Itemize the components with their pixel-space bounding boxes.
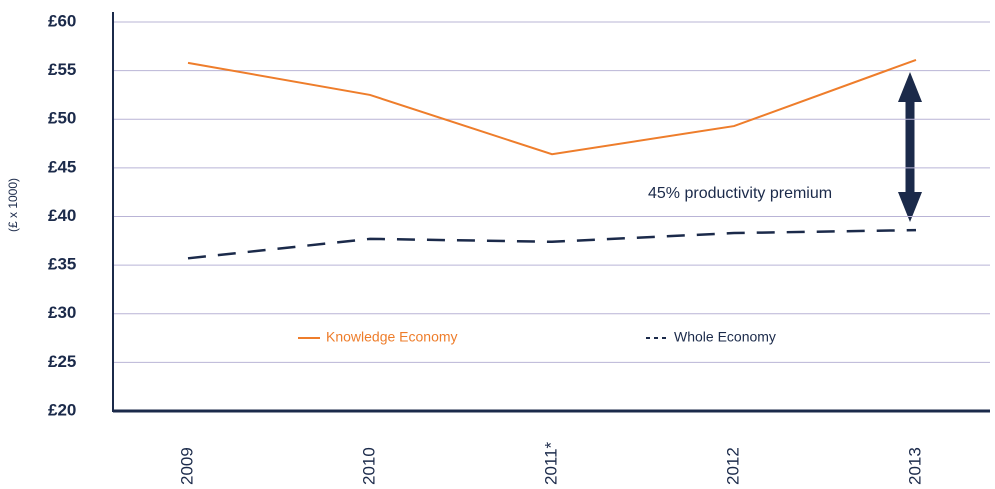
annotation: 45% productivity premium: [648, 185, 832, 202]
legend-label: Knowledge Economy: [326, 329, 458, 345]
x-tick-label: 2010: [359, 447, 378, 485]
y-tick-label: £50: [48, 109, 76, 128]
y-axis-label: (£ x 1000): [6, 178, 20, 232]
series-line: [187, 228, 917, 260]
x-tick-label: 2013: [905, 447, 924, 485]
x-tick-label: 2011*: [541, 441, 560, 485]
x-tick-label: 2012: [723, 447, 742, 485]
y-tick-label: £55: [48, 60, 76, 79]
y-tick-label: £35: [48, 255, 76, 274]
y-tick-label: £40: [48, 206, 76, 225]
y-tick-label: £30: [48, 303, 76, 322]
x-tick-label: 2009: [177, 447, 196, 485]
y-tick-label: £60: [48, 11, 76, 30]
y-tick-label: £25: [48, 352, 76, 371]
y-tick-label: £20: [48, 400, 76, 419]
premium-arrow: [898, 72, 922, 222]
legend-label: Whole Economy: [674, 329, 776, 345]
series-line: [187, 58, 917, 156]
y-tick-label: £45: [48, 157, 76, 176]
